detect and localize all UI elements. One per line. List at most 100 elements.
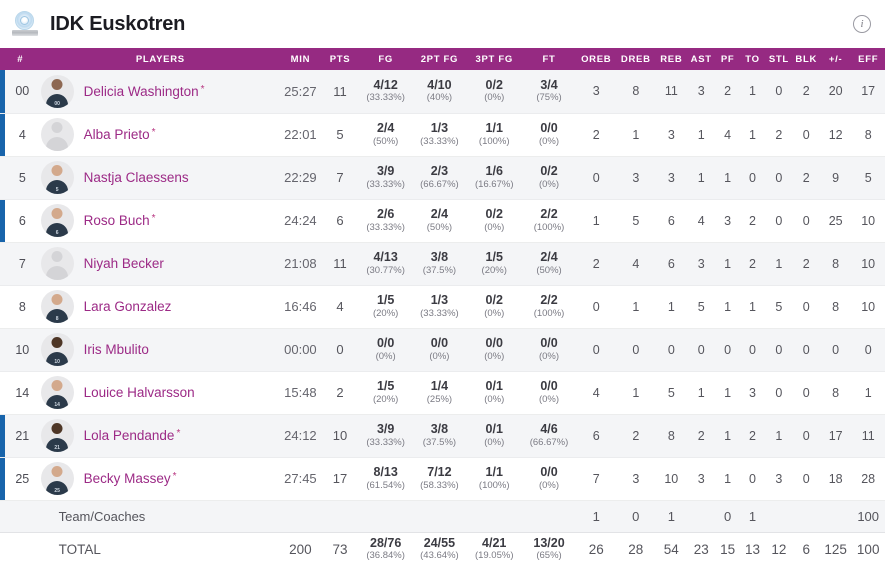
stat-2pt-fg: 1/3 (33.33%) [412, 285, 467, 329]
info-icon[interactable]: i [853, 15, 871, 33]
stat-dreb: 5 [616, 199, 656, 243]
stat-reb: 1 [655, 285, 688, 329]
row-label: TOTAL [58, 541, 101, 557]
column-header-ft[interactable]: FT [521, 48, 577, 70]
stat-to: 0 [739, 457, 766, 501]
stat-reb: 54 [663, 541, 679, 557]
table-row: 00 00 Delicia Washington * 25:27 11 4/12 (33.33… [0, 70, 885, 114]
column-header-stl[interactable]: STL [765, 48, 793, 70]
stat-fg [359, 500, 412, 532]
column-header-fg[interactable]: FG [359, 48, 413, 70]
player-number: 21 [0, 414, 41, 458]
stat-blk [793, 500, 820, 532]
stat-pts: 4 [320, 285, 360, 329]
stat-2pt-fg: 0/0 (0%) [412, 328, 467, 372]
stat-3pt-fg: 1/5 (20%) [466, 242, 522, 286]
column-header-dreb[interactable]: DREB [616, 48, 656, 70]
player-cell: 21 Lola Pendande * [40, 414, 281, 458]
column-header-plus-minus[interactable]: +/- [819, 48, 852, 70]
table-row: 21 21 Lola Pendande * 24:12 10 3/9 (33.33%) 3/8(… [0, 414, 885, 458]
stat-ast: 23 [693, 541, 709, 557]
player-cell: 10 Iris Mbulito [40, 328, 281, 372]
stat-ft: 2/2 (100%) [521, 285, 577, 329]
column-header-reb[interactable]: REB [655, 48, 688, 70]
stat-3pt-fg: 1/6 (16.67%) [466, 156, 522, 200]
stat-plus-minus: 20 [819, 70, 852, 114]
stat-pf: 3 [715, 199, 740, 243]
stat-min: 24:12 [280, 414, 321, 458]
column-header-pts[interactable]: PTS [320, 48, 360, 70]
column-header-3pt-fg[interactable]: 3PT FG [466, 48, 522, 70]
player-cell: 00 Delicia Washington * [40, 70, 281, 114]
stat-eff: 10 [851, 242, 885, 286]
stat-reb: 3 [655, 113, 688, 157]
stat-ast: 1 [687, 156, 716, 200]
stat-min: 15:48 [280, 371, 321, 415]
stat-oreb: 1 [592, 508, 600, 524]
player-name-link[interactable]: Nastja Claessens [83, 170, 189, 185]
stat-plus-minus: 8 [819, 242, 852, 286]
player-name-link[interactable]: Delicia Washington * [83, 83, 205, 99]
player-name-link[interactable]: Louice Halvarsson [83, 385, 195, 400]
player-number: 7 [0, 242, 41, 286]
column-header-num[interactable]: # [0, 48, 41, 70]
column-header-to[interactable]: TO [739, 48, 766, 70]
stat-dreb: 4 [616, 242, 656, 286]
stat-min: 21:08 [280, 242, 321, 286]
column-header-players[interactable]: PLAYERS [40, 48, 281, 70]
stat-stl: 5 [765, 285, 793, 329]
stat-reb: 1 [667, 508, 675, 524]
stat-dreb: 1 [616, 285, 656, 329]
avatar: 5 [40, 161, 74, 194]
column-header-2pt-fg[interactable]: 2PT FG [412, 48, 467, 70]
column-header-eff[interactable]: EFF [851, 48, 885, 70]
stat-3pt-fg [467, 500, 522, 532]
avatar: 6 [40, 204, 74, 237]
stat-oreb: 0 [576, 156, 616, 200]
player-name-link[interactable]: Lola Pendande * [83, 428, 181, 443]
stat-blk: 2 [792, 242, 820, 286]
player-name-link[interactable]: Lara Gonzalez [83, 299, 172, 314]
stat-eff: 0 [851, 328, 885, 372]
player-number: 5 [0, 156, 41, 200]
column-header-min[interactable]: MIN [280, 48, 321, 70]
stat-reb: 10 [655, 457, 688, 501]
stat-blk: 0 [792, 371, 820, 415]
stat-oreb: 4 [576, 371, 616, 415]
stat-fg: 4/12 (33.33%) [359, 70, 413, 114]
player-name-link[interactable]: Niyah Becker [83, 256, 164, 271]
column-header-pf[interactable]: PF [715, 48, 740, 70]
stat-pf: 1 [715, 414, 740, 458]
starter-asterisk: * [151, 213, 156, 224]
stat-ast: 4 [687, 199, 716, 243]
column-header-oreb[interactable]: OREB [576, 48, 616, 70]
stat-ft: 0/2 (0%) [521, 156, 577, 200]
stat-reb: 6 [655, 199, 688, 243]
avatar [40, 247, 74, 280]
stat-plus-minus: 8 [819, 285, 852, 329]
player-cell: 5 Nastja Claessens [40, 156, 281, 200]
stat-dreb: 28 [628, 541, 644, 557]
avatar: 8 [40, 290, 74, 323]
player-name-link[interactable]: Alba Prieto * [83, 127, 156, 142]
stat-min: 16:46 [280, 285, 321, 329]
stat-pf: 1 [715, 457, 740, 501]
player-name-link[interactable]: Roso Buch * [83, 213, 156, 228]
stat-plus-minus: 9 [819, 156, 852, 200]
stat-blk: 0 [792, 328, 820, 372]
stat-stl: 0 [765, 70, 793, 114]
player-name-link[interactable]: Iris Mbulito [83, 342, 149, 357]
column-header-ast[interactable]: AST [687, 48, 716, 70]
column-header-blk[interactable]: BLK [792, 48, 820, 70]
table-header: # PLAYERS MIN PTS FG 2PT FG 3PT FG FT OR… [0, 48, 885, 70]
stat-ft: 0/0 (0%) [521, 328, 577, 372]
stat-eff: 100 [857, 508, 880, 524]
stat-oreb: 1 [576, 199, 616, 243]
stat-plus-minus: 25 [819, 199, 852, 243]
stat-oreb: 7 [576, 457, 616, 501]
player-name-link[interactable]: Becky Massey * [83, 471, 177, 486]
stat-eff: 10 [851, 199, 885, 243]
stat-ast: 1 [687, 371, 716, 415]
stat-ft: 4/6 (66.67%) [521, 414, 577, 458]
player-number: 14 [0, 371, 41, 415]
